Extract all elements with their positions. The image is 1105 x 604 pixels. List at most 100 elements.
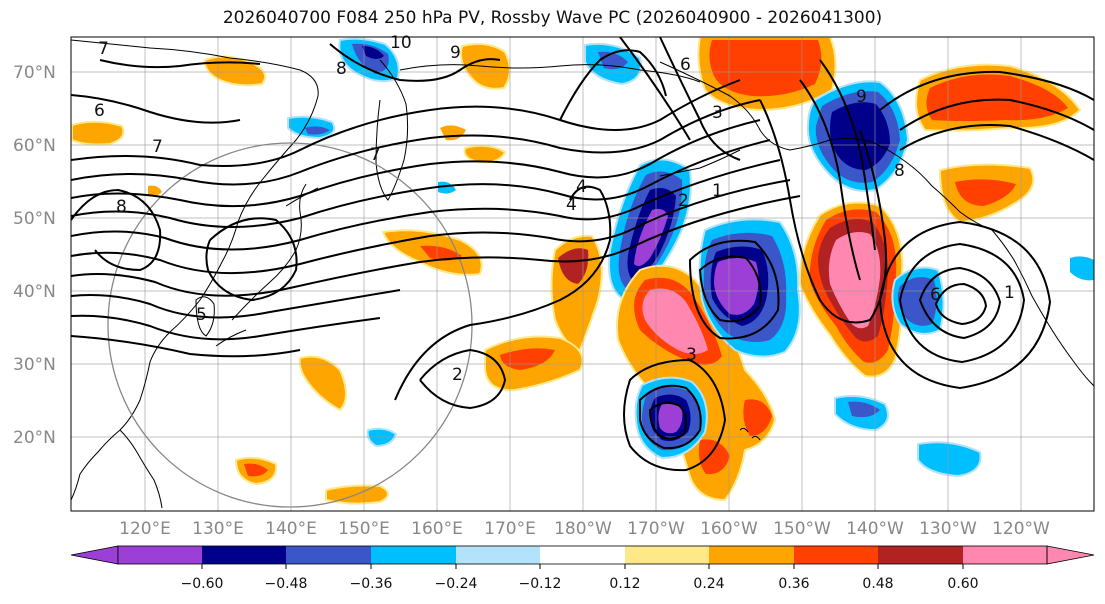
shade-blob xyxy=(828,232,881,329)
lat-label: 20°N xyxy=(13,428,56,448)
lon-label: 160°E xyxy=(411,519,463,539)
shade-blob xyxy=(642,288,708,354)
coastline-korea xyxy=(195,296,215,337)
pv-contour xyxy=(559,49,667,121)
lon-label: 130°E xyxy=(192,519,244,539)
colorbar-tick-label: 0.12 xyxy=(609,576,640,592)
pv-contour xyxy=(394,185,612,401)
shade-blob xyxy=(917,441,982,478)
lon-label: 150°E xyxy=(338,519,390,539)
pv-shading xyxy=(71,37,1094,505)
lon-label: 140°E xyxy=(265,519,317,539)
pv-contour xyxy=(639,384,702,450)
lon-label: 160°W xyxy=(700,519,758,539)
shade-blob xyxy=(698,439,730,475)
colorbar: −0.60 −0.48 −0.36 −0.24 −0.12 0.12 0.24 … xyxy=(70,545,1095,592)
shade-blob xyxy=(298,355,347,412)
lon-label: 140°W xyxy=(846,519,904,539)
colorbar-tick-label: −0.60 xyxy=(181,576,224,592)
shade-blob xyxy=(848,401,880,418)
contour-label: 4 xyxy=(576,177,587,197)
lon-label: 170°W xyxy=(627,519,685,539)
colorbar-swatch xyxy=(709,546,794,564)
pv-contour xyxy=(878,220,1052,390)
colorbar-tick-label: 0.60 xyxy=(947,576,978,592)
contour-label: 7 xyxy=(98,39,109,59)
colorbar-tick-label: 0.48 xyxy=(862,576,893,592)
contour-label: 10 xyxy=(390,33,412,53)
contour-labels: 10 9 8 7 7 6 6 8 7 5 4 3 2 1 2 3 4 6 8 9… xyxy=(94,33,1015,385)
contour-label: 6 xyxy=(930,285,941,305)
shade-blob xyxy=(463,144,507,164)
lat-label: 70°N xyxy=(13,63,56,83)
colorbar-ticks xyxy=(201,564,964,569)
pv-contour xyxy=(659,37,741,161)
map-frame xyxy=(70,36,1095,512)
shade-blob xyxy=(709,40,822,97)
colorbar-swatch xyxy=(794,546,878,564)
pv-contour xyxy=(898,242,1026,364)
colorbar-tick-label: −0.48 xyxy=(265,576,308,592)
contour-label: 6 xyxy=(680,55,691,75)
contour-label: 9 xyxy=(450,43,461,63)
colorbar-left-extend xyxy=(70,545,119,565)
contour-label: 4 xyxy=(566,195,577,215)
colorbar-swatch xyxy=(625,546,709,564)
pv-contour xyxy=(71,139,771,228)
shade-blob xyxy=(352,43,389,74)
pv-contour xyxy=(99,59,261,69)
coastline-alaska xyxy=(659,61,993,231)
gridlines xyxy=(71,37,1094,511)
lat-label: 40°N xyxy=(13,282,56,302)
contour-label: 3 xyxy=(686,345,697,365)
shade-blob xyxy=(244,463,268,477)
pv-contour xyxy=(688,239,780,340)
lat-label: 50°N xyxy=(13,209,56,229)
shade-blob xyxy=(440,125,466,141)
lon-label: 180°W xyxy=(554,519,612,539)
colorbar-swatch xyxy=(202,546,286,564)
lon-label: 170°E xyxy=(484,519,536,539)
colorbar-swatch xyxy=(878,546,963,564)
pv-contour xyxy=(71,99,761,186)
colorbar-swatch xyxy=(456,546,540,564)
pv-contour xyxy=(698,255,762,323)
pv-contour xyxy=(819,59,876,251)
pv-contour xyxy=(934,282,988,326)
coastline-japan xyxy=(215,183,319,347)
contour-label: 6 xyxy=(94,101,105,121)
lon-label: 120°W xyxy=(992,519,1050,539)
pv-contour xyxy=(899,124,1094,161)
colorbar-tick-label: −0.36 xyxy=(350,576,393,592)
contour-label: 5 xyxy=(196,305,207,325)
contour-label: 1 xyxy=(712,181,723,201)
shade-blob xyxy=(438,181,456,194)
pv-contour xyxy=(71,335,301,358)
colorbar-tick-label: −0.12 xyxy=(519,576,562,592)
colorbar-right-extend xyxy=(1046,545,1095,565)
pv-contour xyxy=(71,179,791,275)
contour-label: 3 xyxy=(712,103,723,123)
pv-contour xyxy=(648,401,688,440)
shade-blob xyxy=(420,245,462,261)
colorbar-swatch xyxy=(540,546,625,564)
pv-contour xyxy=(799,79,861,281)
pv-contour xyxy=(71,159,781,251)
pv-contours xyxy=(71,37,1094,472)
pv-contour xyxy=(419,348,507,410)
contour-label: 9 xyxy=(856,87,867,107)
pv-contour xyxy=(899,98,1094,131)
latitude-labels: 70°N 60°N 50°N 40°N 30°N 20°N xyxy=(13,63,56,448)
pv-contour xyxy=(623,358,727,472)
contour-label: 2 xyxy=(678,191,689,211)
colorbar-tick-label: −0.24 xyxy=(435,576,478,592)
pv-contour xyxy=(205,217,298,302)
lon-label: 120°E xyxy=(119,519,171,539)
colorbar-swatch xyxy=(963,546,1047,564)
pv-contour xyxy=(329,43,501,82)
pv-contour xyxy=(71,188,162,272)
contour-label: 8 xyxy=(336,59,347,79)
pv-contour xyxy=(879,70,1094,111)
lat-label: 60°N xyxy=(13,136,56,156)
